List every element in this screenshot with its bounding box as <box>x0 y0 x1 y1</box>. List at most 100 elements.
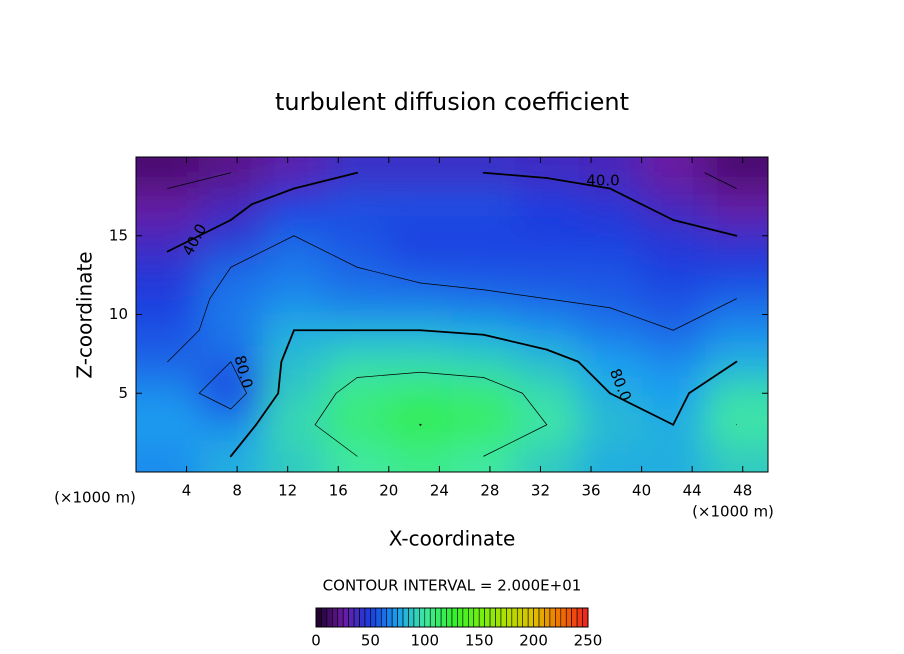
x-tick-label: 16 <box>329 482 348 500</box>
colorbar-swatch <box>533 607 540 628</box>
cell <box>136 440 200 472</box>
cell <box>388 283 453 315</box>
colorbar-swatch <box>397 607 404 628</box>
cell <box>704 188 768 221</box>
cell <box>262 283 327 315</box>
contour-line <box>420 282 484 291</box>
contour-line <box>483 377 523 394</box>
cell <box>515 314 579 347</box>
contour-line <box>688 360 738 395</box>
colorbar-frame <box>315 607 589 628</box>
colorbar-swatch <box>391 607 398 628</box>
cell <box>704 409 768 441</box>
cell <box>452 314 516 347</box>
colorbar-swatch <box>413 607 420 628</box>
cell <box>388 377 453 410</box>
cell <box>578 314 643 347</box>
colorbar-swatch <box>348 607 355 628</box>
colorbar-swatch <box>473 607 480 628</box>
y-tick-label: 10 <box>109 305 128 323</box>
contour-line <box>640 203 675 221</box>
x-tick-label: 20 <box>379 482 398 500</box>
cell <box>388 188 453 221</box>
cell <box>199 283 263 315</box>
cell <box>704 157 768 189</box>
colorbar-swatch <box>429 607 436 628</box>
cell <box>262 377 327 410</box>
x-tick-label: 40 <box>632 482 651 500</box>
cell <box>452 220 516 252</box>
colorbar-swatch <box>326 607 333 628</box>
colorbar-swatch <box>489 607 496 628</box>
colorbar-swatch <box>527 607 534 628</box>
colorbar-swatch <box>332 607 339 628</box>
cell <box>515 220 579 252</box>
colorbar-swatch <box>457 607 464 628</box>
contour-line <box>672 219 738 237</box>
contour-line <box>293 171 359 190</box>
cell <box>452 188 516 221</box>
cell <box>325 377 390 410</box>
contour-line <box>545 348 580 363</box>
contour-interval: CONTOUR INTERVAL = 2.000E+01 <box>323 577 582 595</box>
contour-line <box>522 392 548 426</box>
x-unit: (×1000 m) <box>54 489 136 507</box>
contour-line <box>314 424 358 457</box>
cell <box>641 188 706 221</box>
contour-line <box>293 235 358 268</box>
cell <box>388 346 453 378</box>
cell <box>199 314 263 347</box>
cell <box>641 440 706 472</box>
colorbar-swatch <box>516 607 524 628</box>
contour-line <box>577 360 611 395</box>
cell <box>325 220 390 252</box>
contour-line <box>483 424 548 457</box>
colorbar-tick-label: 0 <box>311 632 321 650</box>
cell <box>388 157 453 189</box>
cell <box>578 283 643 315</box>
cell <box>641 157 706 189</box>
cell <box>515 346 579 378</box>
cell <box>199 220 263 252</box>
contour-line <box>198 392 232 410</box>
contour-line <box>209 266 232 300</box>
cell <box>452 283 516 315</box>
colorbar-swatch <box>495 607 502 628</box>
y-tick-label: 5 <box>118 384 128 402</box>
cell <box>515 377 579 410</box>
cell <box>452 440 516 472</box>
colorbar-swatch <box>560 607 567 628</box>
cell <box>325 188 390 221</box>
colorbar-swatch <box>582 607 589 628</box>
contour-line <box>419 329 485 336</box>
x-tick-label: 28 <box>480 482 499 500</box>
cell <box>578 157 643 189</box>
contour-line <box>356 371 421 378</box>
cell <box>704 314 768 347</box>
cell <box>578 220 643 252</box>
cell <box>515 409 579 441</box>
contour-line <box>250 187 295 206</box>
colorbar-swatch <box>462 607 469 628</box>
cell <box>641 283 706 315</box>
colorbar-swatch <box>359 607 366 628</box>
x-tick-label: 12 <box>278 482 297 500</box>
cell <box>136 157 200 189</box>
cell <box>704 251 768 284</box>
contour-line <box>198 361 232 394</box>
cell <box>199 440 263 472</box>
colorbar-swatch <box>571 607 578 628</box>
contour-label: 40.0 <box>586 172 619 190</box>
cell <box>199 157 263 189</box>
y-tick-label: 15 <box>109 226 128 244</box>
contour-line <box>229 423 257 458</box>
contour-line <box>229 203 253 221</box>
cell <box>262 440 327 472</box>
colorbar-swatch <box>364 607 371 628</box>
cell <box>199 409 263 441</box>
cell <box>262 346 327 378</box>
cell <box>136 251 200 284</box>
contour-line <box>482 333 548 351</box>
cells <box>136 157 768 472</box>
colorbar-swatch <box>538 607 545 628</box>
